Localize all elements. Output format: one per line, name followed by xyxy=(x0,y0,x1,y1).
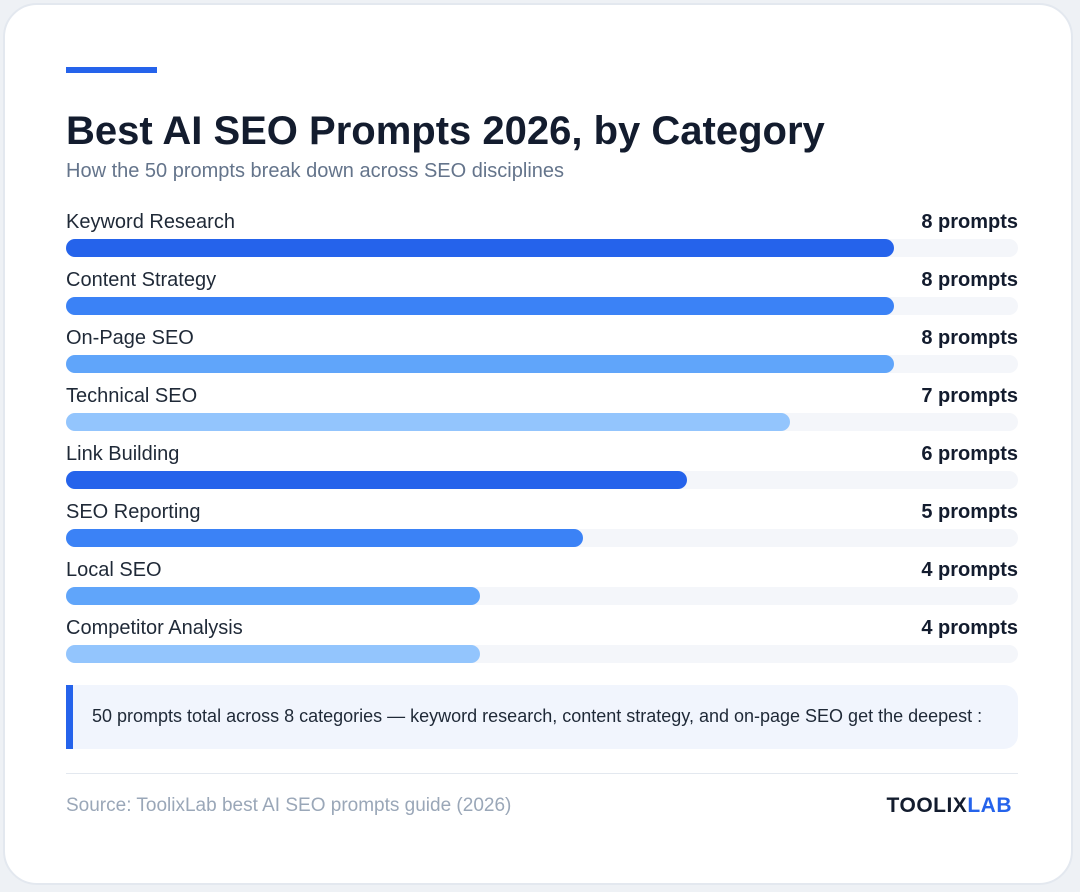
bar-row: Competitor Analysis 4 prompts xyxy=(66,613,1018,671)
bar-fill xyxy=(66,355,894,373)
bar-value-label: 4 prompts xyxy=(921,617,1018,639)
bar-track xyxy=(66,297,1018,315)
bar-chart: Keyword Research 8 prompts Content Strateg… xyxy=(66,207,1018,671)
bar-value-label: 8 prompts xyxy=(921,269,1018,291)
bar-row: Technical SEO 7 prompts xyxy=(66,381,1018,439)
bar-track xyxy=(66,413,1018,431)
bar-row: Local SEO 4 prompts xyxy=(66,555,1018,613)
bar-row: Content Strategy 8 prompts xyxy=(66,265,1018,323)
bar-row: SEO Reporting 5 prompts xyxy=(66,497,1018,555)
bar-category-label: Keyword Research xyxy=(66,211,235,233)
brand-logo-part1: TOOLIX xyxy=(886,794,968,817)
bar-row: Keyword Research 8 prompts xyxy=(66,207,1018,265)
chart-subtitle: How the 50 prompts break down across SEO… xyxy=(66,160,565,182)
brand-logo-part2: LAB xyxy=(967,794,1012,817)
bar-track xyxy=(66,529,1018,547)
bar-category-label: Technical SEO xyxy=(66,385,198,407)
bar-value-label: 8 prompts xyxy=(921,327,1018,349)
accent-bar xyxy=(66,67,157,73)
callout-text: 50 prompts total across 8 categories — k… xyxy=(92,706,983,726)
bar-fill xyxy=(66,413,790,431)
chart-title: Best AI SEO Prompts 2026, by Category xyxy=(66,109,825,153)
brand-logo: TOOLIXLAB xyxy=(887,793,1012,819)
bar-track xyxy=(66,587,1018,605)
summary-callout: 50 prompts total across 8 categories — k… xyxy=(66,685,1018,749)
chart-card: Best AI SEO Prompts 2026, by Category Ho… xyxy=(3,3,1073,885)
source-note: Source: ToolixLab best AI SEO prompts gu… xyxy=(66,795,512,816)
bar-track xyxy=(66,239,1018,257)
bar-value-label: 8 prompts xyxy=(921,211,1018,233)
bar-value-label: 5 prompts xyxy=(921,501,1018,523)
bar-category-label: Content Strategy xyxy=(66,269,217,291)
bar-fill xyxy=(66,645,480,663)
bar-row: Link Building 6 prompts xyxy=(66,439,1018,497)
bar-track xyxy=(66,645,1018,663)
bar-track xyxy=(66,471,1018,489)
bar-category-label: On-Page SEO xyxy=(66,327,194,349)
bar-fill xyxy=(66,587,480,605)
bar-category-label: Link Building xyxy=(66,443,180,465)
bar-category-label: SEO Reporting xyxy=(66,501,201,523)
bar-fill xyxy=(66,239,894,257)
bar-value-label: 4 prompts xyxy=(921,559,1018,581)
bar-fill xyxy=(66,529,583,547)
bar-value-label: 6 prompts xyxy=(921,443,1018,465)
bar-category-label: Competitor Analysis xyxy=(66,617,243,639)
bar-row: On-Page SEO 8 prompts xyxy=(66,323,1018,381)
bar-value-label: 7 prompts xyxy=(921,385,1018,407)
footer-divider xyxy=(66,773,1018,774)
bar-fill xyxy=(66,471,687,489)
bar-track xyxy=(66,355,1018,373)
bar-category-label: Local SEO xyxy=(66,559,162,581)
bar-fill xyxy=(66,297,894,315)
